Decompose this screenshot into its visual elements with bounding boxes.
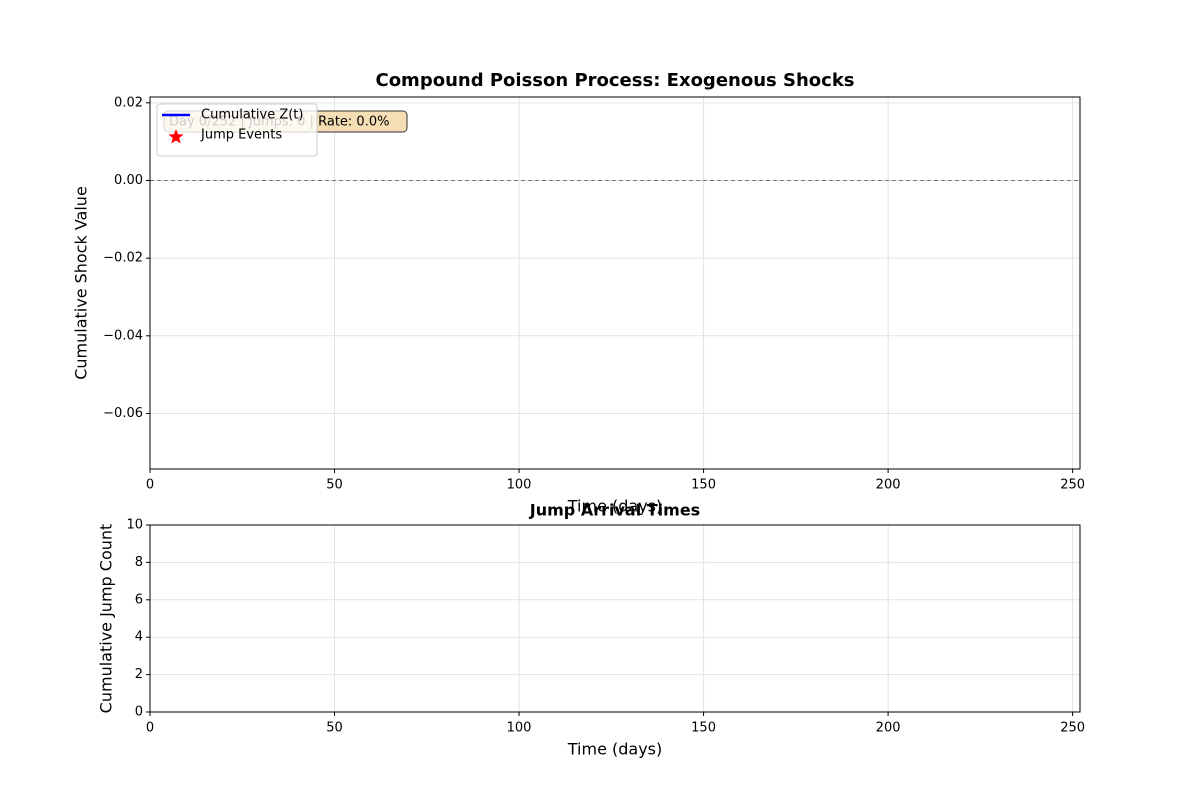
x-tick-label: 0 <box>146 478 154 493</box>
y-tick-label: 0 <box>135 705 143 720</box>
y-tick-label: 10 <box>126 518 143 533</box>
legend-label: Cumulative Z(t) <box>201 108 303 123</box>
y-tick-label: −0.04 <box>103 328 143 343</box>
y-tick-label: 6 <box>135 592 143 607</box>
legend-label: Jump Events <box>200 128 282 143</box>
x-tick-label: 100 <box>507 721 532 736</box>
axes-frame <box>149 524 1081 713</box>
y-tick-label: −0.02 <box>103 251 143 266</box>
x-tick-label: 150 <box>691 478 716 493</box>
x-tick-label: 0 <box>146 721 154 736</box>
x-tick-label: 50 <box>326 478 343 493</box>
x-tick-label: 200 <box>876 721 901 736</box>
x-axis-label: Time (days) <box>567 740 663 759</box>
legend-box <box>156 103 318 157</box>
x-axis-label: Time (days) <box>567 497 663 516</box>
y-tick-label: 0.00 <box>114 173 143 188</box>
y-tick-label: −0.06 <box>103 406 143 421</box>
y-tick-label: 8 <box>135 555 143 570</box>
y-axis-label: Cumulative Shock Value <box>72 186 91 380</box>
y-tick-label: 2 <box>135 667 143 682</box>
y-axis-label: Cumulative Jump Count <box>97 524 116 714</box>
x-tick-label: 150 <box>691 721 716 736</box>
x-tick-label: 100 <box>507 478 532 493</box>
x-tick-label: 250 <box>1060 478 1085 493</box>
y-tick-label: 0.02 <box>114 95 143 110</box>
legend-marker <box>168 129 184 144</box>
x-tick-label: 50 <box>326 721 343 736</box>
axes-title: Jump Arrival Times <box>529 501 700 520</box>
x-tick-label: 200 <box>876 478 901 493</box>
axes-title: Compound Poisson Process: Exogenous Shoc… <box>375 70 854 91</box>
x-tick-label: 250 <box>1060 721 1085 736</box>
y-tick-label: 4 <box>135 630 143 645</box>
axes-frame <box>149 96 1081 470</box>
